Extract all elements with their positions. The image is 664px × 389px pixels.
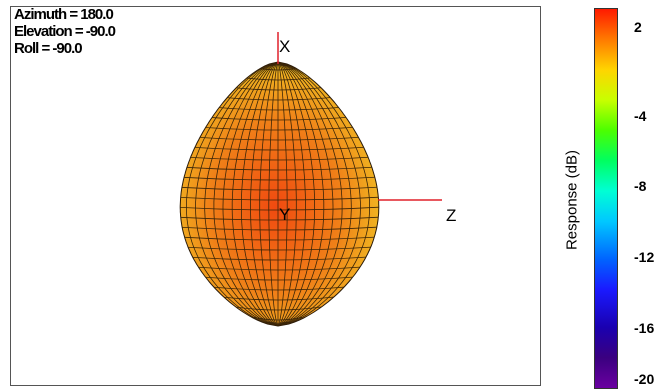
mesh-longitude-line bbox=[250, 62, 279, 326]
mesh-longitude-line bbox=[241, 62, 279, 326]
pattern-surface bbox=[179, 61, 380, 327]
z-axis-label: Z bbox=[446, 206, 456, 225]
mesh-longitude-line bbox=[277, 62, 288, 326]
mesh-longitude-line bbox=[204, 62, 279, 326]
y-axis-label: Y bbox=[279, 205, 290, 224]
elevation-readout: Elevation = -90.0 bbox=[14, 23, 116, 40]
mesh-longitude-line bbox=[222, 62, 279, 326]
colorbar bbox=[594, 8, 618, 389]
mesh-longitude-line bbox=[277, 62, 306, 326]
mesh-longitude-line bbox=[277, 62, 297, 326]
colorbar-tick-label: -4 bbox=[634, 108, 647, 124]
mesh-longitude-line bbox=[277, 62, 370, 326]
mesh-longitude-line bbox=[277, 62, 325, 326]
mesh-longitude-line bbox=[277, 62, 343, 326]
mesh-longitude-line bbox=[277, 62, 334, 326]
mesh-longitude-line bbox=[259, 62, 279, 326]
surface-mesh bbox=[180, 62, 379, 326]
mesh-longitude-line bbox=[268, 62, 279, 326]
mesh-longitude-line bbox=[277, 62, 352, 326]
mesh-longitude-line bbox=[213, 62, 279, 326]
colorbar-tick-label: -16 bbox=[634, 320, 655, 336]
roll-readout: Roll = -90.0 bbox=[14, 40, 83, 57]
mesh-longitude-line bbox=[195, 62, 279, 326]
mesh-longitude-line bbox=[277, 62, 361, 326]
colorbar-tick-label: -20 bbox=[634, 371, 655, 387]
colorbar-tick-label: -12 bbox=[634, 249, 655, 265]
colorbar-tick-label: -8 bbox=[634, 178, 647, 194]
x-axis-label: X bbox=[279, 37, 290, 56]
colorbar-label: Response (dB) bbox=[563, 149, 581, 251]
azimuth-readout: Azimuth = 180.0 bbox=[14, 6, 114, 23]
orientation-readout: Azimuth = 180.0 Elevation = -90.0 Roll =… bbox=[14, 6, 116, 57]
mesh-longitude-line bbox=[277, 62, 315, 326]
colorbar-tick-label: 2 bbox=[634, 19, 642, 35]
mesh-longitude-line bbox=[231, 62, 279, 326]
mesh-longitude-line bbox=[186, 62, 279, 326]
